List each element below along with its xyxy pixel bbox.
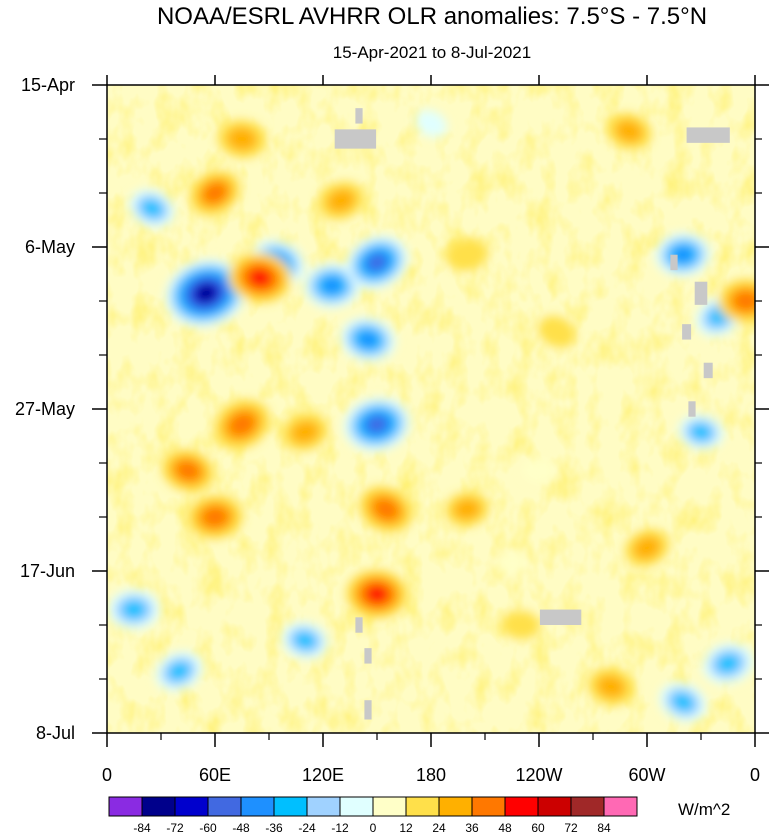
colorbar-tick-label: 72 bbox=[564, 821, 578, 834]
colorbar-swatch bbox=[108, 796, 143, 817]
y-tick-label: 27-May bbox=[15, 399, 75, 419]
colorbar-tick-label: 12 bbox=[399, 821, 413, 834]
x-tick-label: 120E bbox=[302, 765, 344, 785]
colorbar-tick-label: -72 bbox=[166, 821, 184, 834]
chart-subtitle: 15-Apr-2021 to 8-Jul-2021 bbox=[333, 43, 531, 62]
missing-data-patch bbox=[334, 129, 377, 149]
anomaly-region bbox=[281, 621, 329, 660]
missing-data-patch bbox=[355, 617, 363, 633]
colorbar-swatch bbox=[339, 796, 374, 817]
x-tick-label: 0 bbox=[102, 765, 112, 785]
missing-data-patch bbox=[686, 127, 730, 143]
missing-data-patch bbox=[703, 362, 713, 379]
missing-data-patch bbox=[364, 648, 372, 664]
missing-data-patch bbox=[539, 609, 582, 625]
missing-data-patch bbox=[694, 281, 708, 305]
anomaly-region bbox=[213, 399, 271, 450]
anomaly-region bbox=[345, 235, 409, 290]
plot-area bbox=[107, 85, 755, 733]
anomaly-region bbox=[155, 651, 203, 692]
colorbar-tick-label: -12 bbox=[331, 821, 349, 834]
anomaly-region bbox=[444, 491, 490, 527]
missing-data-patch bbox=[682, 324, 692, 340]
colorbar: -84 -72 -60 -48 -36 -24 -12 0 12 24 36 48 60 72 84 bbox=[108, 796, 638, 834]
anomaly-region bbox=[189, 170, 241, 216]
anomaly-region bbox=[446, 238, 488, 271]
colorbar-swatch bbox=[207, 796, 242, 817]
colorbar-swatch bbox=[240, 796, 275, 817]
anomaly-region bbox=[502, 610, 540, 640]
colorbar-swatch bbox=[471, 796, 506, 817]
colorbar-tick-label: 36 bbox=[465, 821, 479, 834]
colorbar-swatch bbox=[306, 796, 341, 817]
missing-data-patch bbox=[355, 108, 363, 124]
anomaly-region bbox=[587, 667, 635, 706]
colorbar-tick-label: -84 bbox=[133, 821, 151, 834]
colorbar-tick-label: 84 bbox=[597, 821, 611, 834]
missing-data-patch bbox=[670, 254, 678, 271]
colorbar-swatch bbox=[141, 796, 176, 817]
anomaly-region bbox=[624, 529, 670, 567]
anomaly-region bbox=[702, 642, 754, 685]
colorbar-tick-label: -60 bbox=[199, 821, 217, 834]
anomaly-region bbox=[340, 317, 396, 362]
anomaly-region bbox=[317, 181, 365, 220]
chart-title: NOAA/ESRL AVHRR OLR anomalies: 7.5°S - 7… bbox=[157, 3, 707, 30]
colorbar-tick-label: 0 bbox=[370, 821, 377, 834]
anomaly-region bbox=[538, 315, 576, 348]
colorbar-tick-label: 24 bbox=[432, 821, 446, 834]
missing-data-patch bbox=[364, 700, 372, 720]
anomaly-region bbox=[659, 682, 707, 723]
missing-data-patch bbox=[688, 401, 696, 417]
anomaly-region bbox=[161, 449, 215, 493]
anomaly-region bbox=[343, 397, 411, 452]
y-tick-label: 8-Jul bbox=[36, 723, 75, 743]
colorbar-tick-label: -36 bbox=[265, 821, 283, 834]
anomaly-region bbox=[303, 262, 361, 309]
x-tick-label: 60E bbox=[199, 765, 231, 785]
colorbar-swatch bbox=[273, 796, 308, 817]
colorbar-tick-label: 48 bbox=[498, 821, 512, 834]
x-tick-label: 0 bbox=[750, 765, 760, 785]
anomaly-region bbox=[655, 232, 711, 277]
anomaly-region bbox=[522, 458, 556, 484]
colorbar-tick-label: -48 bbox=[232, 821, 250, 834]
x-tick-label: 120W bbox=[515, 765, 562, 785]
anomaly-region bbox=[281, 413, 329, 451]
colorbar-swatch bbox=[603, 796, 638, 817]
colorbar-swatch bbox=[372, 796, 407, 817]
anomaly-region bbox=[718, 279, 755, 323]
anomaly-region bbox=[165, 259, 247, 328]
colorbar-tick-label: -24 bbox=[298, 821, 316, 834]
anomaly-region bbox=[359, 486, 413, 533]
anomaly-region bbox=[228, 252, 292, 303]
colorbar-swatch bbox=[174, 796, 209, 817]
anomaly-region bbox=[108, 589, 160, 630]
anomaly-region bbox=[187, 494, 243, 540]
colorbar-tick-label: 60 bbox=[531, 821, 545, 834]
anomaly-region bbox=[346, 569, 408, 619]
anomaly-region bbox=[128, 189, 176, 228]
colorbar-swatch bbox=[438, 796, 473, 817]
y-tick-label: 6-May bbox=[25, 237, 75, 257]
colorbar-swatch bbox=[405, 796, 440, 817]
colorbar-swatch bbox=[570, 796, 605, 817]
anomaly-region bbox=[497, 552, 527, 575]
colorbar-unit: W/m^2 bbox=[678, 800, 730, 819]
y-tick-label: 17-Jun bbox=[20, 561, 75, 581]
anomaly-region bbox=[217, 119, 267, 159]
anomaly-region bbox=[415, 110, 447, 138]
anomaly-region bbox=[606, 112, 652, 150]
anomaly-region bbox=[678, 414, 724, 451]
colorbar-swatch bbox=[504, 796, 539, 817]
colorbar-swatch bbox=[537, 796, 572, 817]
y-tick-label: 15-Apr bbox=[21, 75, 75, 95]
x-tick-label: 180 bbox=[416, 765, 446, 785]
x-tick-label: 60W bbox=[628, 765, 665, 785]
